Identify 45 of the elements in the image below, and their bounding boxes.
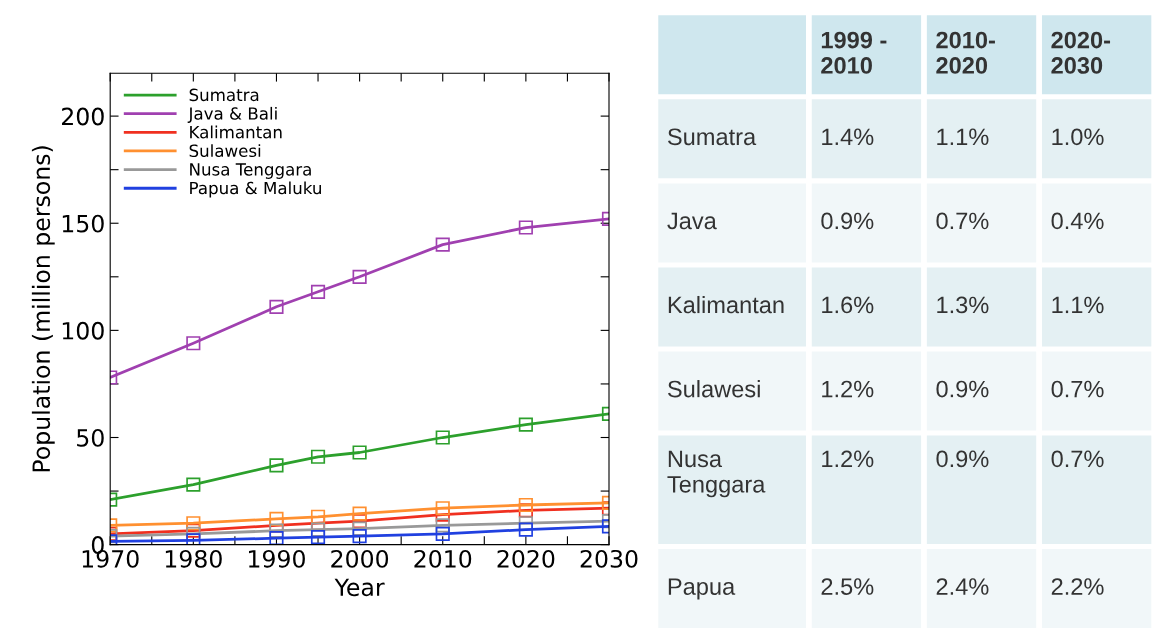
text: 1.6% (822, 296, 874, 314)
text: 1.1% (1052, 296, 1104, 314)
x-tick-label: 2000 (331, 549, 389, 568)
y-tick-label: 50 (77, 428, 104, 447)
category-label: 1999 - 2010 (821, 31, 887, 74)
text: 0.4% (1051, 212, 1104, 230)
text: 0.9% (821, 212, 874, 230)
category-label: Kalimantan (668, 295, 784, 314)
y-tick-label: 200 (62, 107, 104, 126)
y-tick-label: 100 (62, 321, 104, 340)
category-label: 2010- 2020 (936, 31, 995, 74)
x-tick-label: 1980 (165, 549, 222, 568)
legend-label: Kalimantan (190, 125, 282, 139)
text: 1.1% (937, 128, 989, 146)
x-tick-label: 1990 (249, 549, 305, 568)
x-axis-title: Year (334, 578, 385, 597)
legend-label: Nusa Tenggara (190, 163, 311, 179)
text: 1.0% (1052, 128, 1104, 146)
legend-label: Sumatra (189, 88, 259, 102)
category-label: Sumatra (667, 128, 757, 146)
text: 0.9% (936, 380, 989, 398)
text: 0.7% (936, 212, 989, 230)
y-axis-title: Population (million persons) (31, 146, 55, 472)
text: 0.7% (1051, 450, 1104, 468)
text: 2.2% (1051, 578, 1104, 595)
legend-label: Sulawesi (189, 144, 261, 158)
category-label: Sulawesi (667, 380, 760, 398)
x-tick-label: 2010 (414, 549, 472, 568)
text: 0.9% (936, 450, 989, 468)
text: 1.4% (822, 128, 874, 146)
x-tick-label: 2020 (497, 549, 555, 568)
category-label: 2020- 2030 (1051, 31, 1111, 74)
text: 0.7% (1051, 380, 1104, 398)
category-label: Java (667, 212, 717, 230)
category-label: Papua (668, 578, 736, 600)
category-label: Nusa Tenggara (667, 450, 766, 498)
legend-label: Java & Bali (187, 106, 277, 123)
text: 2.4% (936, 578, 989, 595)
legend-label: Papua & Maluku (190, 181, 321, 198)
text: 1.3% (937, 296, 989, 314)
text: 2.5% (821, 578, 874, 595)
x-tick-label: 2030 (580, 549, 638, 568)
text: 1.2% (822, 450, 874, 468)
text: 1.2% (822, 380, 874, 398)
y-tick-label: 150 (62, 214, 104, 233)
